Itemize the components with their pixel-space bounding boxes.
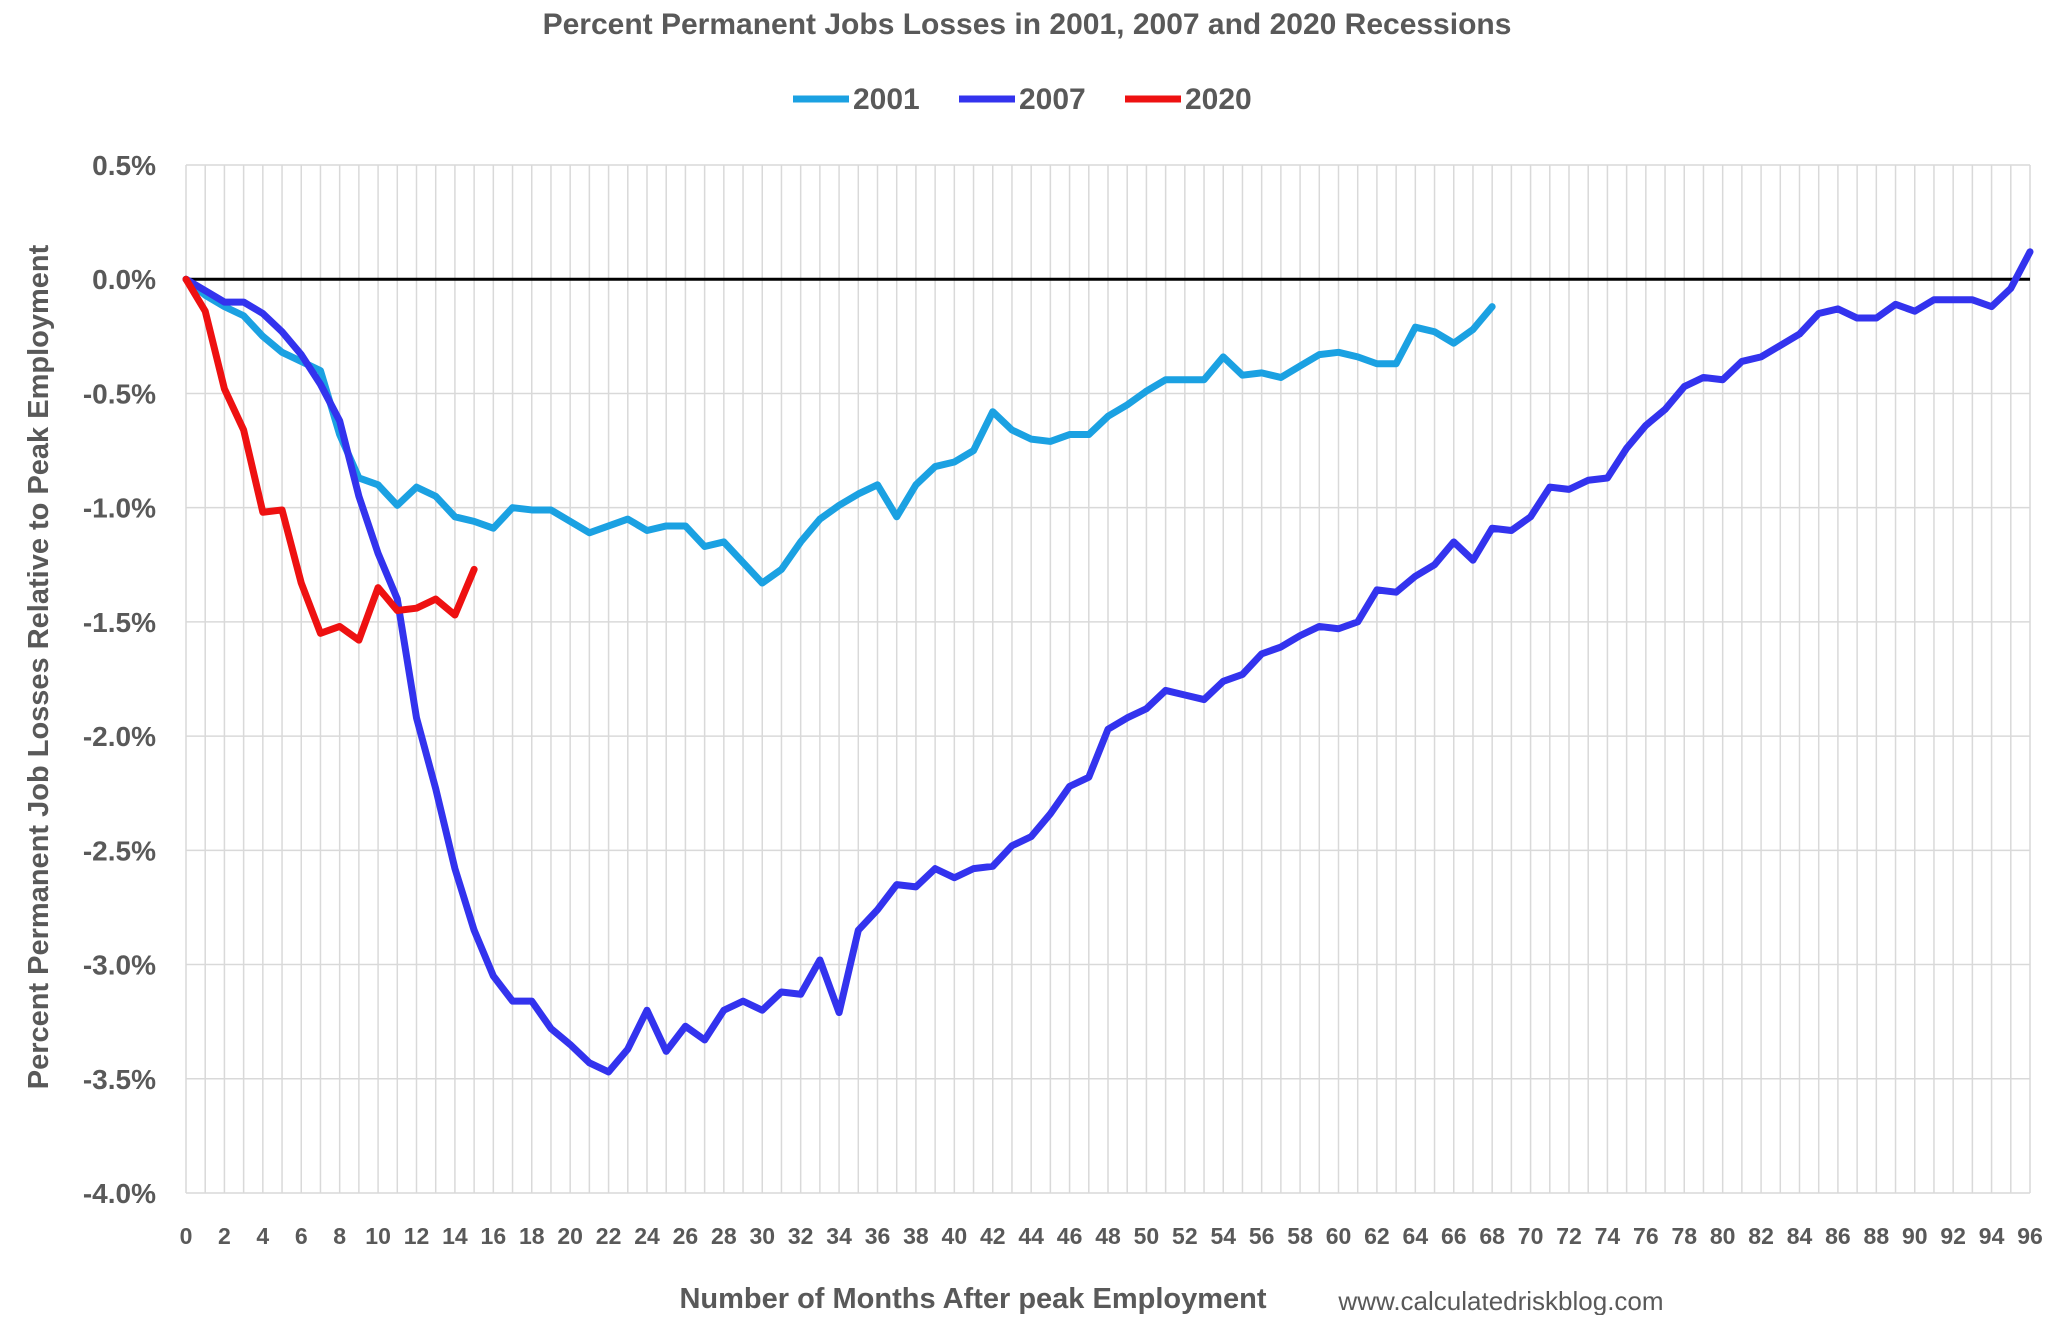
- y-axis-label: Percent Permanent Job Losses Relative to…: [23, 244, 55, 1089]
- series-line-2007: [182, 248, 2034, 1076]
- x-tick-label: 54: [1210, 1223, 1236, 1249]
- x-tick-label: 88: [1864, 1223, 1890, 1249]
- x-tick-label: 22: [596, 1223, 622, 1249]
- y-axis-tick-labels: 0.5% 0.0% -0.5% -1.0% -1.5% -2.0% -2.5% -3.0% -3…: [83, 150, 156, 1209]
- x-tick-label: 86: [1825, 1223, 1851, 1249]
- x-tick-label: 84: [1787, 1223, 1813, 1249]
- x-tick-label: 24: [634, 1223, 660, 1249]
- x-tick-label: 72: [1556, 1223, 1582, 1249]
- x-tick-label: 94: [1979, 1223, 2005, 1249]
- x-tick-label: 42: [980, 1223, 1006, 1249]
- source-credit: www.calculatedriskblog.com: [1337, 1286, 1663, 1315]
- y-tick-label: 0.0%: [92, 264, 156, 295]
- x-tick-label: 12: [404, 1223, 430, 1249]
- x-tick-label: 16: [481, 1223, 507, 1249]
- x-tick-label: 60: [1326, 1223, 1352, 1249]
- x-tick-label: 10: [365, 1223, 391, 1249]
- chart-title: Percent Permanent Jobs Losses in 2001, 2…: [543, 8, 1512, 41]
- x-tick-label: 26: [673, 1223, 699, 1249]
- series-lines: [182, 248, 2034, 1076]
- x-tick-label: 38: [903, 1223, 929, 1249]
- x-tick-label: 30: [749, 1223, 775, 1249]
- y-tick-label: -1.0%: [83, 493, 156, 524]
- y-tick-label: -1.5%: [83, 607, 156, 638]
- x-tick-label: 2: [218, 1223, 231, 1249]
- legend-label-2020: 2020: [1185, 83, 1252, 116]
- x-tick-label: 40: [942, 1223, 968, 1249]
- x-tick-label: 44: [1018, 1223, 1044, 1249]
- x-tick-label: 76: [1633, 1223, 1659, 1249]
- x-tick-label: 80: [1710, 1223, 1736, 1249]
- x-tick-label: 82: [1748, 1223, 1774, 1249]
- x-tick-label: 96: [2017, 1223, 2043, 1249]
- legend: 2001 2007 2020: [793, 83, 1252, 116]
- x-tick-label: 56: [1249, 1223, 1275, 1249]
- y-tick-label: -2.5%: [83, 835, 156, 866]
- x-tick-label: 0: [180, 1223, 193, 1249]
- x-tick-label: 36: [865, 1223, 891, 1249]
- x-tick-label: 50: [1134, 1223, 1160, 1249]
- series-line-2020: [182, 275, 478, 644]
- x-tick-label: 90: [1902, 1223, 1928, 1249]
- x-tick-label: 8: [333, 1223, 346, 1249]
- y-tick-label: -3.0%: [83, 950, 156, 981]
- x-tick-label: 14: [442, 1223, 468, 1249]
- x-tick-label: 20: [557, 1223, 583, 1249]
- x-tick-label: 64: [1403, 1223, 1429, 1249]
- x-tick-label: 46: [1057, 1223, 1083, 1249]
- x-tick-label: 70: [1518, 1223, 1544, 1249]
- series-line-2001: [182, 275, 1496, 587]
- x-tick-label: 92: [1940, 1223, 1966, 1249]
- x-tick-label: 74: [1595, 1223, 1621, 1249]
- horizontal-gridlines: [186, 164, 2030, 1194]
- y-tick-label: -2.0%: [83, 721, 156, 752]
- x-axis-tick-labels: 0 2 4 6 8 10 12 14 16 18 20 22 24 26 28 30 32 34 36 38 40 42 4…: [180, 1223, 2043, 1249]
- vertical-gridlines: [185, 165, 2031, 1193]
- x-tick-label: 28: [711, 1223, 737, 1249]
- x-tick-label: 18: [519, 1223, 545, 1249]
- x-tick-label: 68: [1479, 1223, 1505, 1249]
- x-tick-label: 34: [826, 1223, 852, 1249]
- legend-label-2001: 2001: [853, 83, 920, 116]
- y-tick-label: -0.5%: [83, 378, 156, 409]
- x-tick-label: 66: [1441, 1223, 1467, 1249]
- x-tick-label: 52: [1172, 1223, 1198, 1249]
- x-tick-label: 48: [1095, 1223, 1121, 1249]
- x-tick-label: 78: [1671, 1223, 1697, 1249]
- x-tick-label: 4: [256, 1223, 269, 1249]
- x-tick-label: 58: [1287, 1223, 1313, 1249]
- legend-label-2007: 2007: [1019, 83, 1086, 116]
- x-tick-label: 32: [788, 1223, 814, 1249]
- y-tick-label: -4.0%: [83, 1178, 156, 1209]
- x-tick-label: 62: [1364, 1223, 1390, 1249]
- y-tick-label: 0.5%: [92, 150, 156, 181]
- x-tick-label: 6: [295, 1223, 308, 1249]
- y-tick-label: -3.5%: [83, 1064, 156, 1095]
- x-axis-label: Number of Months After peak Employment: [679, 1283, 1266, 1315]
